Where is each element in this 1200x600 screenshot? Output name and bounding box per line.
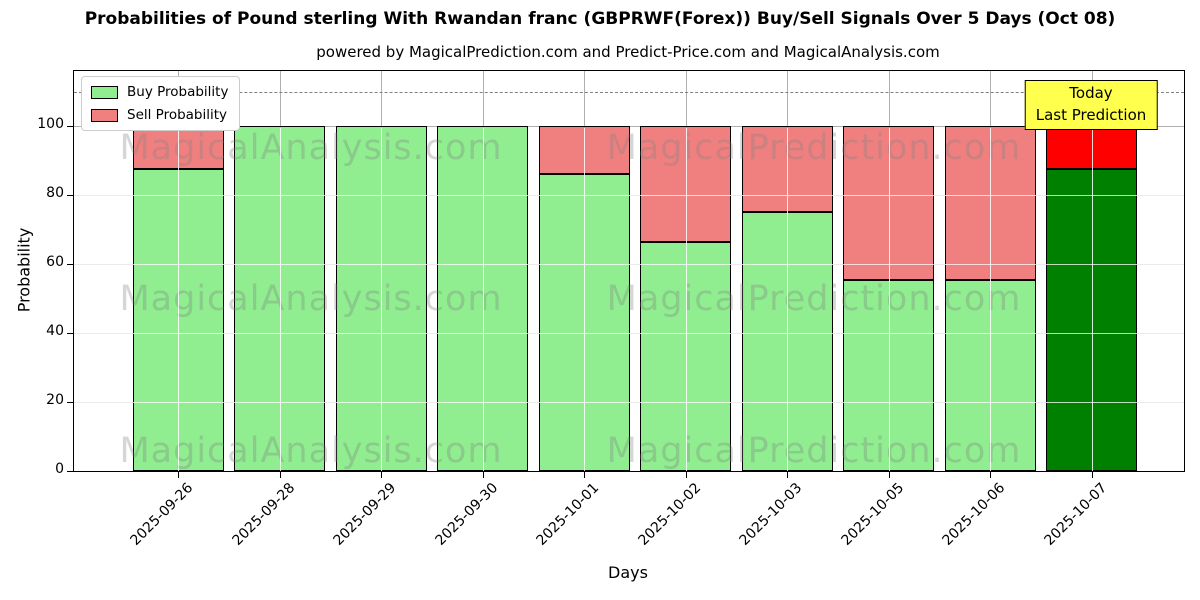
x-axis-tick — [990, 472, 991, 478]
gridline-vertical-overlay — [279, 128, 281, 471]
x-axis-tick — [584, 472, 585, 478]
legend-item-buy: Buy Probability — [91, 84, 228, 100]
legend-label-buy: Buy Probability — [127, 84, 229, 100]
y-axis-tick — [67, 264, 73, 266]
gridline-vertical-overlay — [482, 128, 484, 471]
y-tick-label: 80 — [46, 185, 64, 202]
y-axis-tick — [67, 402, 73, 404]
x-axis-tick — [1091, 472, 1093, 478]
x-axis-tick — [279, 472, 281, 478]
gridline-vertical-overlay — [787, 128, 788, 471]
gridline-vertical-overlay — [1091, 128, 1093, 471]
watermark-analysis: MagicalAnalysis.com — [119, 128, 503, 168]
x-axis-tick — [178, 472, 179, 478]
x-axis-tick — [787, 472, 788, 478]
sell-color-swatch — [91, 108, 118, 122]
legend-label-sell: Sell Probability — [127, 107, 228, 123]
y-tick-label: 100 — [37, 116, 64, 133]
watermark-prediction: MagicalPrediction.com — [606, 431, 1022, 471]
buy-color-swatch — [91, 85, 118, 99]
legend: Buy Probability Sell Probability — [81, 76, 241, 131]
gridline-horizontal-overlay — [74, 402, 1184, 404]
gridline-vertical-overlay — [381, 128, 382, 471]
y-tick-label: 0 — [55, 461, 64, 477]
chart-subtitle: powered by MagicalPrediction.com and Pre… — [316, 43, 940, 61]
watermark-analysis: MagicalAnalysis.com — [119, 279, 503, 319]
x-axis-label: Days — [608, 563, 648, 582]
y-tick-label: 60 — [46, 254, 64, 271]
gridline-vertical-overlay — [888, 128, 890, 471]
watermark-prediction: MagicalPrediction.com — [606, 128, 1022, 168]
y-axis-tick — [67, 126, 73, 128]
x-axis-tick — [888, 472, 890, 478]
x-axis-tick — [685, 472, 687, 478]
watermark-analysis: MagicalAnalysis.com — [119, 431, 503, 471]
gridline-vertical-overlay — [685, 128, 687, 471]
x-axis-tick — [381, 472, 382, 478]
chart-title: Probabilities of Pound sterling With Rwa… — [84, 9, 1116, 29]
gridline-vertical-overlay — [584, 128, 585, 471]
legend-item-sell: Sell Probability — [91, 107, 228, 123]
threshold-dashed-line — [74, 91, 1184, 93]
gridline-vertical-overlay — [990, 128, 991, 471]
today-annotation-line1: Today — [1069, 84, 1113, 102]
watermark-prediction: MagicalPrediction.com — [606, 279, 1022, 319]
y-tick-label: 20 — [46, 392, 64, 409]
gridline-horizontal-overlay — [74, 333, 1184, 335]
y-axis-tick — [67, 471, 73, 472]
y-tick-label: 40 — [46, 323, 64, 340]
x-axis-tick — [482, 472, 484, 478]
gridline-vertical-overlay — [178, 128, 179, 471]
plot-area: MagicalAnalysis.com MagicalPrediction.co… — [67, 70, 1185, 549]
today-annotation-line2: Last Prediction — [1035, 105, 1147, 124]
y-axis-tick — [67, 333, 73, 335]
gridline-horizontal-overlay — [74, 195, 1184, 197]
y-axis-tick — [67, 195, 73, 197]
gridline-horizontal-overlay — [74, 264, 1184, 266]
today-annotation: Today Last Prediction — [1024, 80, 1158, 130]
